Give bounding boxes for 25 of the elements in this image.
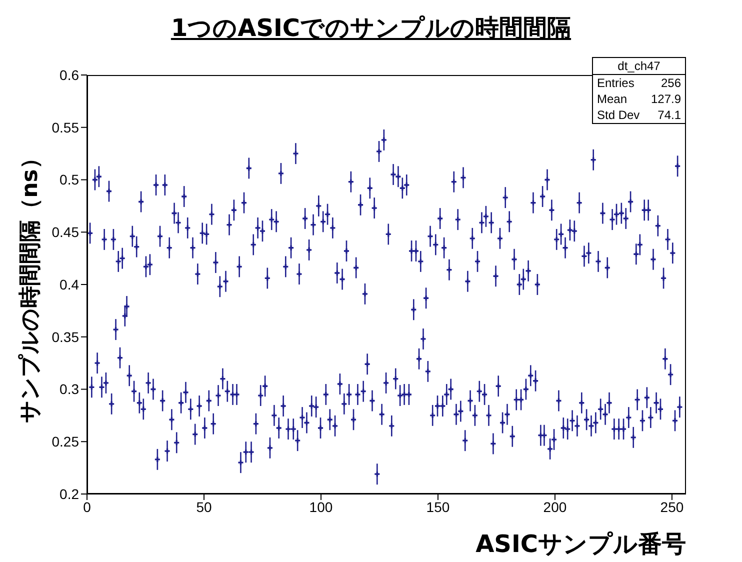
x-tick-label: 0	[83, 498, 92, 515]
annotation: Entries	[597, 76, 634, 90]
x-tick-label: 150	[426, 498, 450, 515]
x-tick-label: 200	[543, 498, 567, 515]
y-tick-label: 0.4	[60, 276, 80, 292]
chart-title: 1つのASICでのサンプルの時間間隔	[170, 14, 572, 42]
x-tick-label: 100	[309, 498, 333, 515]
y-tick-label: 0.3	[60, 381, 80, 398]
y-tick-label: 0.25	[52, 434, 80, 450]
x-axis-title: ASICサンプル番号	[476, 529, 686, 560]
annotation: Mean	[597, 92, 628, 106]
annotation: 256	[660, 76, 681, 90]
x-tick-label: 250	[660, 498, 684, 515]
y-tick-label: 0.45	[52, 224, 80, 240]
annotation: 74.1	[658, 108, 681, 122]
y-tick-label: 0.55	[52, 119, 80, 136]
x-tick-label: 50	[196, 498, 212, 515]
y-tick-label: 0.5	[60, 172, 80, 188]
y-tick-label: 0.6	[60, 66, 80, 83]
y-axis-title: サンプルの時間間隔（ns）	[17, 146, 44, 422]
y-tick-label: 0.35	[52, 328, 80, 345]
y-tick-label: 0.2	[60, 486, 80, 502]
annotation: Std Dev	[597, 108, 640, 122]
annotation: 127.9	[650, 92, 681, 106]
text: dt_ch47	[593, 58, 685, 75]
